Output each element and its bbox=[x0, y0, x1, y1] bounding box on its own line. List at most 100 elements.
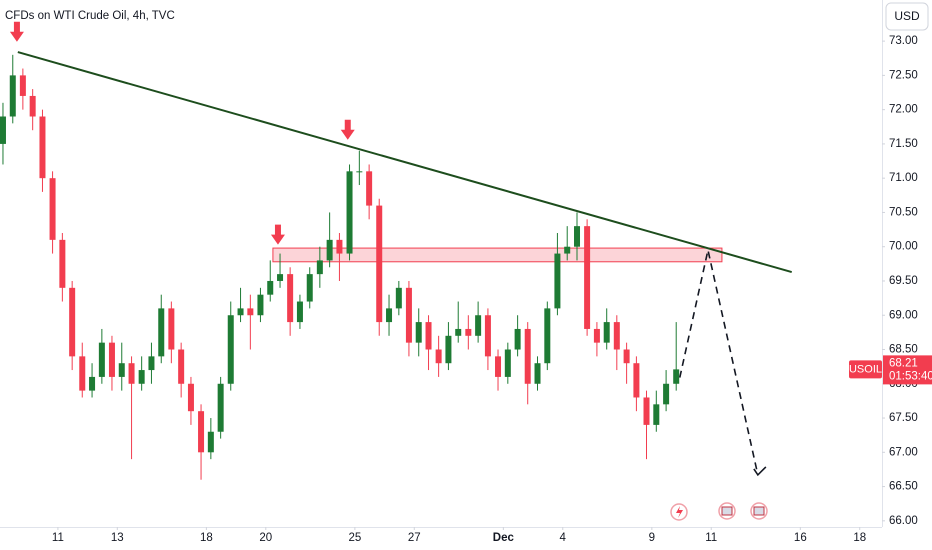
candle-body bbox=[673, 369, 680, 384]
candle-body bbox=[425, 322, 432, 350]
candle-body bbox=[257, 294, 264, 316]
x-tick-label: 18 bbox=[200, 532, 213, 544]
candle-body bbox=[39, 116, 46, 179]
candle-body bbox=[296, 301, 303, 323]
candle-body bbox=[207, 431, 214, 453]
x-tick-label: 13 bbox=[111, 532, 124, 544]
candle-body bbox=[593, 328, 600, 343]
candle-body bbox=[663, 383, 670, 405]
y-tick-label: 66.00 bbox=[889, 515, 918, 527]
x-tick-label: Dec bbox=[493, 532, 515, 544]
candle-body bbox=[168, 308, 175, 350]
x-tick-label: 9 bbox=[649, 532, 655, 544]
candle-body bbox=[386, 308, 393, 323]
candle-body bbox=[118, 363, 125, 377]
candle-body bbox=[544, 308, 551, 364]
candle-body bbox=[306, 274, 313, 302]
x-tick-label: 27 bbox=[408, 532, 421, 544]
candle-body bbox=[346, 171, 353, 254]
event-icon-glyph bbox=[721, 506, 733, 516]
candle-body bbox=[653, 404, 660, 425]
candle-body bbox=[534, 363, 541, 384]
candle-body bbox=[217, 383, 224, 432]
candle-body bbox=[227, 315, 234, 384]
symbol-label: USOIL bbox=[849, 363, 882, 375]
y-tick-label: 67.50 bbox=[889, 412, 918, 424]
price-tag bbox=[883, 355, 932, 385]
candle-body bbox=[484, 315, 491, 357]
candle-body bbox=[395, 287, 402, 309]
y-tick-label: 69.50 bbox=[889, 275, 918, 287]
candle-body bbox=[504, 349, 511, 377]
y-tick-label: 70.00 bbox=[889, 241, 918, 253]
event-icons bbox=[670, 502, 768, 521]
candle-body bbox=[366, 171, 373, 206]
candle-body bbox=[49, 178, 56, 240]
candle-body bbox=[514, 328, 521, 350]
candle-body bbox=[356, 171, 363, 173]
symbol-tag bbox=[849, 360, 882, 379]
resistance-zone bbox=[272, 247, 723, 263]
candle-body bbox=[326, 239, 333, 261]
candle-body bbox=[287, 274, 294, 323]
candle-body bbox=[69, 287, 76, 357]
candle-body bbox=[316, 260, 323, 275]
trendline bbox=[17, 51, 792, 274]
x-tick-label: 11 bbox=[52, 532, 64, 544]
x-tick-label: 25 bbox=[348, 532, 361, 544]
y-tick-label: 68.50 bbox=[889, 344, 918, 356]
candle-body bbox=[98, 342, 105, 377]
candle-body bbox=[148, 356, 155, 371]
candle-body bbox=[465, 328, 472, 336]
event-icon-glyph bbox=[753, 506, 765, 516]
y-tick-label: 72.50 bbox=[889, 69, 918, 81]
y-tick-label: 69.00 bbox=[889, 309, 918, 321]
candle-body bbox=[138, 370, 145, 384]
candle-body bbox=[376, 205, 383, 323]
x-tick-label: 4 bbox=[560, 532, 567, 544]
countdown-label: 01:53:40 bbox=[889, 370, 932, 382]
y-tick-label: 72.00 bbox=[889, 104, 918, 116]
price-label: 68.21 bbox=[889, 357, 918, 369]
y-tick-label: 71.00 bbox=[889, 172, 918, 184]
candle-body bbox=[59, 239, 66, 288]
candle-body bbox=[237, 308, 244, 316]
candle-body bbox=[415, 322, 422, 343]
x-tick-label: 20 bbox=[259, 532, 272, 544]
candle-body bbox=[267, 280, 274, 295]
candle-body bbox=[524, 328, 531, 384]
candle-body bbox=[445, 335, 452, 364]
candles bbox=[0, 54, 680, 480]
x-tick-label: 11 bbox=[705, 532, 717, 544]
y-tick-label: 73.00 bbox=[889, 35, 918, 47]
candle-body bbox=[128, 363, 135, 384]
candle-body bbox=[187, 383, 194, 412]
candle-body bbox=[455, 328, 462, 336]
y-tick-label: 71.50 bbox=[889, 138, 918, 150]
axes: 66.0066.5067.0067.5068.0068.5069.0069.50… bbox=[52, 35, 918, 544]
candle-body bbox=[405, 287, 412, 343]
currency-label: USD bbox=[894, 9, 920, 23]
y-tick-label: 70.50 bbox=[889, 206, 918, 218]
candle-body bbox=[584, 226, 591, 329]
candle-body bbox=[247, 308, 254, 316]
candle-body bbox=[89, 376, 96, 391]
candle-body bbox=[277, 274, 284, 281]
event-icon-glyph bbox=[676, 506, 683, 518]
chart-title: CFDs on WTI Crude Oil, 4h, TVC bbox=[5, 10, 175, 22]
currency-button[interactable] bbox=[885, 2, 929, 31]
candle-body bbox=[623, 349, 630, 364]
candle-body bbox=[336, 239, 343, 254]
y-tick-label: 67.00 bbox=[889, 446, 918, 458]
candle-body bbox=[19, 75, 26, 96]
candle-body bbox=[603, 322, 610, 343]
projection-arrowhead bbox=[753, 466, 767, 477]
candle-body bbox=[475, 315, 482, 336]
candle-body bbox=[198, 411, 205, 453]
candle-body bbox=[554, 253, 561, 309]
candle-body bbox=[29, 95, 36, 117]
down-arrow-marker bbox=[270, 224, 285, 245]
candle-body bbox=[495, 356, 502, 377]
